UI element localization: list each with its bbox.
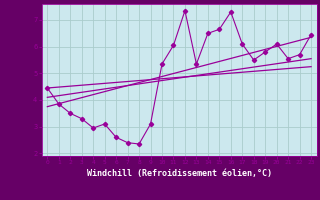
X-axis label: Windchill (Refroidissement éolien,°C): Windchill (Refroidissement éolien,°C): [87, 169, 272, 178]
